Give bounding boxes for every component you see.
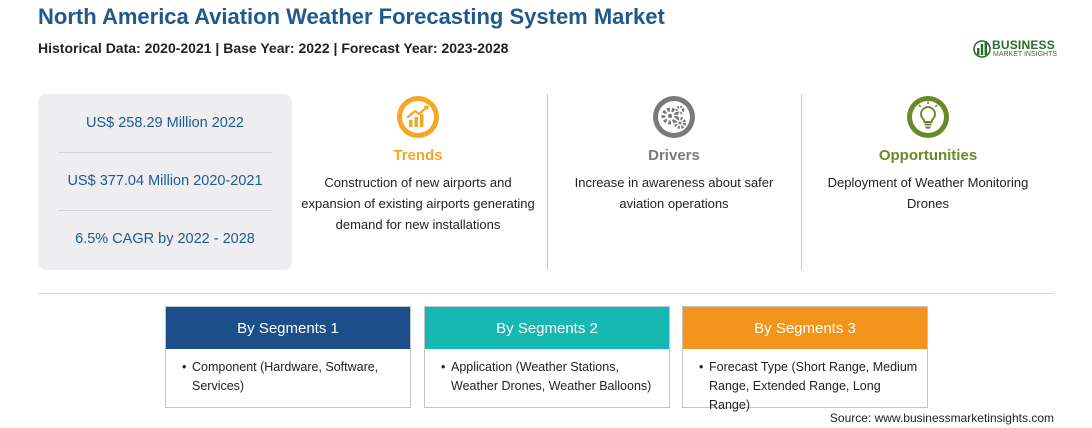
segment-1-text: Component (Hardware, Software, Services) <box>192 360 379 393</box>
segment-3-text: Forecast Type (Short Range, Medium Range… <box>709 360 918 412</box>
brand-logo-name: BUSINESS <box>992 38 1055 52</box>
trend-chart-icon <box>397 96 439 138</box>
segment-1-body: • Component (Hardware, Software, Service… <box>166 349 410 396</box>
bullet-icon: • <box>699 360 704 374</box>
opportunities-text: Deployment of Weather Monitoring Drones <box>827 175 1029 211</box>
source-link[interactable]: Source: www.businessmarketinsights.com <box>829 411 1054 425</box>
drivers-text: Increase in awareness about safer aviati… <box>574 175 774 211</box>
drivers-column: Drivers Increase in awareness about safe… <box>554 94 794 214</box>
bullet-icon: • <box>182 360 187 374</box>
page-subtitle: Historical Data: 2020-2021 | Base Year: … <box>38 40 509 56</box>
bullet-icon: • <box>441 360 446 374</box>
brand-logo[interactable]: BUSINESS MARKET INSIGHTS <box>972 36 1060 62</box>
segment-1-header: By Segments 1 <box>166 307 410 349</box>
segment-3-body: • Forecast Type (Short Range, Medium Ran… <box>683 349 927 415</box>
column-divider <box>547 94 548 270</box>
trends-heading: Trends <box>393 147 443 164</box>
segment-2-header: By Segments 2 <box>425 307 669 349</box>
segment-3-header: By Segments 3 <box>683 307 927 349</box>
segment-2-body: • Application (Weather Stations, Weather… <box>425 349 669 396</box>
brand-logo-tagline: MARKET INSIGHTS <box>993 51 1058 58</box>
stat-divider <box>58 210 272 211</box>
opportunities-column: Opportunities Deployment of Weather Moni… <box>808 94 1048 214</box>
page-title: North America Aviation Weather Forecasti… <box>38 4 665 29</box>
segment-card-3: By Segments 3 • Forecast Type (Short Ran… <box>682 306 928 412</box>
column-divider <box>801 94 802 270</box>
drivers-heading: Drivers <box>648 147 700 164</box>
stat-market-value-historical: US$ 377.04 Million 2020-2021 <box>67 173 263 189</box>
bar-chart-globe-icon <box>973 40 991 58</box>
key-stats-panel: US$ 258.29 Million 2022 US$ 377.04 Milli… <box>38 94 292 270</box>
gears-icon <box>653 96 695 138</box>
segment-2-text: Application (Weather Stations, Weather D… <box>451 360 652 393</box>
trends-column: Trends Construction of new airports and … <box>298 94 538 235</box>
lightbulb-icon <box>907 96 949 138</box>
stat-divider <box>58 152 272 153</box>
segment-card-2: By Segments 2 • Application (Weather Sta… <box>424 306 670 408</box>
segment-card-1: By Segments 1 • Component (Hardware, Sof… <box>165 306 411 408</box>
stat-market-value-2022: US$ 258.29 Million 2022 <box>86 115 244 131</box>
opportunities-heading: Opportunities <box>878 147 978 164</box>
section-divider <box>38 293 1054 294</box>
trends-text: Construction of new airports and expansi… <box>301 175 535 232</box>
stat-cagr: 6.5% CAGR by 2022 - 2028 <box>75 231 255 247</box>
